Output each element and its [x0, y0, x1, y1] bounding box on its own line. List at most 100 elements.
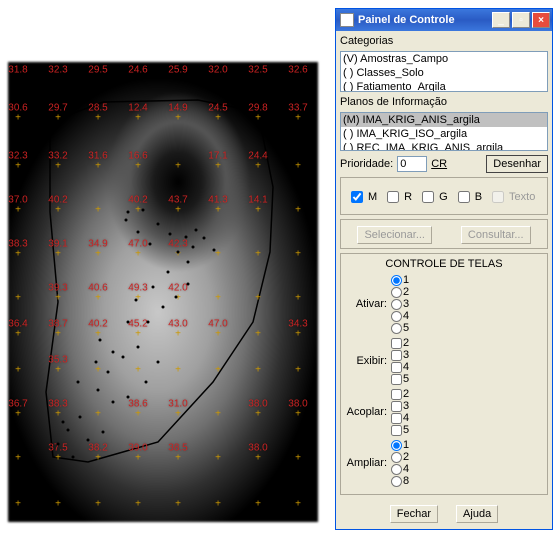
- grid-value: 25.9: [168, 65, 187, 76]
- minimize-button[interactable]: _: [492, 12, 510, 28]
- grid-value: 29.5: [88, 65, 107, 76]
- grid-tick: +: [135, 161, 141, 172]
- radio-option[interactable]: [391, 440, 402, 451]
- channels-group: M R G B Texto: [340, 177, 548, 215]
- channel-r[interactable]: R: [383, 188, 412, 206]
- sample-point: [135, 299, 138, 302]
- desenhar-button[interactable]: Desenhar: [486, 155, 548, 173]
- checkbox-option[interactable]: [391, 338, 402, 349]
- grid-tick: +: [295, 113, 301, 124]
- sample-point: [112, 401, 115, 404]
- grid-tick: +: [55, 499, 61, 510]
- grid-tick: +: [55, 113, 61, 124]
- sample-point: [127, 211, 130, 214]
- checkbox-option[interactable]: [391, 413, 402, 424]
- grid-tick: +: [295, 293, 301, 304]
- grid-tick: +: [55, 293, 61, 304]
- radio-option[interactable]: [391, 452, 402, 463]
- list-item[interactable]: ( ) Classes_Solo: [341, 66, 547, 80]
- grid-tick: +: [215, 499, 221, 510]
- radio-option[interactable]: [391, 299, 402, 310]
- grid-tick: +: [95, 161, 101, 172]
- list-item[interactable]: (M) IMA_KRIG_ANIS_argila: [341, 113, 547, 127]
- grid-tick: +: [15, 329, 21, 340]
- consultar-button: Consultar...: [461, 226, 531, 244]
- window-title: Painel de Controle: [358, 14, 490, 26]
- grid-tick: +: [55, 409, 61, 420]
- ampliar-row: Ampliar:1248: [345, 439, 543, 487]
- channel-m[interactable]: M: [347, 188, 377, 206]
- acoplar-row: Acoplar:2345: [345, 388, 543, 436]
- prioridade-input[interactable]: [397, 156, 427, 172]
- grid-tick: +: [15, 161, 21, 172]
- sample-point: [213, 249, 216, 252]
- grid-tick: +: [15, 453, 21, 464]
- radio-option[interactable]: [391, 476, 402, 487]
- grid-tick: +: [55, 249, 61, 260]
- grid-tick: +: [135, 113, 141, 124]
- grid-tick: +: [95, 453, 101, 464]
- sample-point: [127, 321, 130, 324]
- checkbox-option[interactable]: [391, 362, 402, 373]
- sample-point: [77, 381, 80, 384]
- checkbox-option[interactable]: [391, 350, 402, 361]
- grid-tick: +: [255, 365, 261, 376]
- radio-option[interactable]: [391, 275, 402, 286]
- channels-row: M R G B Texto: [345, 184, 543, 210]
- option-label: 8: [403, 475, 409, 487]
- sample-point: [79, 416, 82, 419]
- sample-point: [142, 209, 145, 212]
- telas-title: CONTROLE DE TELAS: [345, 258, 543, 270]
- grid-tick: +: [95, 205, 101, 216]
- list-item[interactable]: (V) Amostras_Campo: [341, 52, 547, 66]
- titlebar[interactable]: Painel de Controle _ ▫ ×: [336, 9, 552, 31]
- categorias-listbox[interactable]: (V) Amostras_Campo( ) Classes_Solo( ) Fa…: [340, 51, 548, 92]
- option-label: 5: [403, 424, 409, 436]
- grid-tick: +: [255, 205, 261, 216]
- grid-tick: +: [55, 161, 61, 172]
- radio-option[interactable]: [391, 287, 402, 298]
- list-item[interactable]: ( ) IMA_KRIG_ISO_argila: [341, 127, 547, 141]
- grid-tick: +: [55, 365, 61, 376]
- sample-point: [175, 296, 178, 299]
- channel-b[interactable]: B: [454, 188, 482, 206]
- list-item[interactable]: ( ) REC_IMA_KRIG_ANIS_argila: [341, 141, 547, 151]
- sample-point: [147, 321, 150, 324]
- grid-tick: +: [255, 293, 261, 304]
- sample-point: [127, 396, 130, 399]
- sample-point: [122, 356, 125, 359]
- option-label: 4: [403, 412, 409, 424]
- grid-tick: +: [255, 161, 261, 172]
- checkbox-option[interactable]: [391, 374, 402, 385]
- close-button[interactable]: ×: [532, 12, 550, 28]
- option-label: 3: [403, 400, 409, 412]
- sample-point: [72, 456, 75, 459]
- checkbox-option[interactable]: [391, 389, 402, 400]
- radio-option[interactable]: [391, 311, 402, 322]
- radio-option[interactable]: [391, 323, 402, 334]
- grid-tick: +: [175, 453, 181, 464]
- exibir-row: Exibir:2345: [345, 337, 543, 385]
- sample-point: [149, 243, 152, 246]
- option-label: 2: [403, 286, 409, 298]
- radio-option[interactable]: [391, 464, 402, 475]
- sample-point: [137, 231, 140, 234]
- sample-point: [167, 271, 170, 274]
- checkbox-option[interactable]: [391, 401, 402, 412]
- sample-point: [102, 431, 105, 434]
- categorias-label: Categorias: [340, 35, 548, 47]
- channel-g[interactable]: G: [418, 188, 448, 206]
- sample-point: [112, 351, 115, 354]
- grid-tick: +: [215, 205, 221, 216]
- cr-link[interactable]: CR: [431, 158, 447, 170]
- checkbox-option[interactable]: [391, 425, 402, 436]
- restore-button[interactable]: ▫: [512, 12, 530, 28]
- grid-tick: +: [175, 205, 181, 216]
- list-item[interactable]: ( ) Fatiamento_Argila: [341, 80, 547, 92]
- grid-tick: +: [55, 453, 61, 464]
- fechar-button[interactable]: Fechar: [390, 505, 438, 523]
- grid-tick: +: [15, 249, 21, 260]
- ajuda-button[interactable]: Ajuda: [456, 505, 498, 523]
- planos-listbox[interactable]: (M) IMA_KRIG_ANIS_argila( ) IMA_KRIG_ISO…: [340, 112, 548, 151]
- option-label: 1: [403, 274, 409, 286]
